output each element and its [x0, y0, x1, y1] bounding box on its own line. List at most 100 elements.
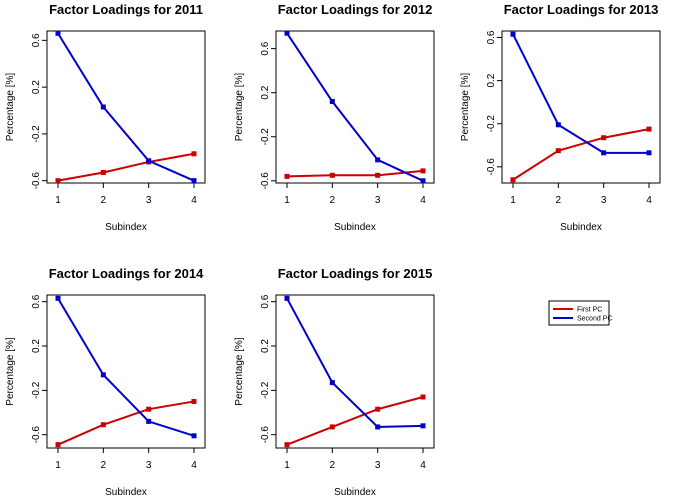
y-tick-label: 0.6 — [486, 30, 497, 44]
x-tick-label: 3 — [375, 460, 381, 471]
x-axis-label: Subindex — [105, 487, 147, 498]
data-point-first-pc — [329, 172, 335, 178]
legend: First PC Second PC — [548, 300, 612, 326]
y-axis-label: Percentage [%] — [234, 337, 245, 406]
data-point-first-pc — [191, 151, 197, 157]
data-point-first-pc — [555, 148, 561, 154]
x-tick-label: 4 — [191, 195, 197, 206]
plot-frame — [275, 294, 435, 449]
plot-frame — [46, 294, 206, 449]
plot-frame — [46, 30, 206, 184]
x-tick-label: 4 — [646, 195, 652, 206]
chart-panel-3: Factor Loadings for 2013 1 2 3 4 -0.6 -0.2 0.2 0… — [460, 2, 661, 233]
x-tick-label: 3 — [146, 195, 152, 206]
x-tick-label: 3 — [601, 195, 607, 206]
y-tick-label: 0.6 — [31, 294, 42, 308]
data-point-second-pc — [601, 150, 607, 156]
data-point-second-pc — [555, 122, 561, 128]
legend-label: First PC — [577, 307, 602, 314]
data-point-second-pc — [55, 30, 61, 36]
y-tick-label: 0.2 — [260, 85, 271, 99]
data-point-first-pc — [601, 135, 607, 141]
chart-title: Factor Loadings for 2014 — [49, 266, 204, 281]
data-point-first-pc — [420, 394, 426, 400]
data-point-second-pc — [191, 433, 197, 439]
y-tick-label: 0.2 — [486, 73, 497, 87]
chart-panel-4: Factor Loadings for 2014 1 2 3 4 -0.6 -0.2 0.2 0… — [5, 266, 206, 498]
y-tick-label: 0.6 — [31, 33, 42, 47]
x-tick-label: 1 — [55, 460, 61, 471]
chart-title: Factor Loadings for 2013 — [504, 2, 659, 17]
x-tick-label: 2 — [330, 460, 336, 471]
data-point-second-pc — [646, 150, 652, 156]
legend-label: Second PC — [577, 316, 612, 323]
data-point-first-pc — [510, 177, 516, 183]
data-point-first-pc — [100, 422, 106, 428]
y-tick-label: 0.2 — [260, 339, 271, 353]
x-tick-label: 4 — [191, 460, 197, 471]
y-tick-label: 0.6 — [260, 41, 271, 55]
data-point-first-pc — [191, 398, 197, 404]
data-point-second-pc — [284, 295, 290, 301]
y-axis-label: Percentage [%] — [460, 73, 471, 142]
x-tick-label: 4 — [420, 460, 426, 471]
data-point-second-pc — [375, 424, 381, 430]
data-point-first-pc — [284, 442, 290, 448]
x-axis-label: Subindex — [334, 222, 376, 233]
x-tick-label: 3 — [146, 460, 152, 471]
plot-frame — [275, 30, 435, 184]
data-point-second-pc — [420, 178, 426, 184]
y-tick-label: -0.6 — [31, 426, 42, 444]
legend-box — [548, 300, 610, 326]
data-point-first-pc — [375, 172, 381, 178]
x-axis-label: Subindex — [105, 222, 147, 233]
x-axis-label: Subindex — [560, 222, 602, 233]
data-point-second-pc — [420, 423, 426, 429]
series-line-first-pc — [57, 400, 195, 446]
series-line-first-pc — [286, 169, 424, 178]
data-point-first-pc — [329, 424, 335, 430]
data-point-second-pc — [100, 372, 106, 378]
data-point-first-pc — [55, 178, 61, 184]
data-point-first-pc — [55, 442, 61, 448]
x-tick-label: 1 — [284, 460, 290, 471]
data-point-first-pc — [420, 168, 426, 174]
series-line-first-pc — [512, 128, 650, 181]
series-line-second-pc — [286, 32, 424, 182]
chart-panel-1: Factor Loadings for 2011 1 2 3 4 -0.6 -0.2 0.2 0… — [5, 2, 206, 233]
series-line-second-pc — [286, 297, 424, 428]
y-tick-label: -0.2 — [260, 128, 271, 146]
y-tick-label: 0.2 — [31, 339, 42, 353]
data-point-first-pc — [146, 406, 152, 412]
y-tick-label: -0.2 — [31, 125, 42, 143]
data-point-first-pc — [375, 406, 381, 412]
x-tick-label: 2 — [101, 195, 107, 206]
data-point-first-pc — [100, 169, 106, 175]
y-axis-label: Percentage [%] — [234, 73, 245, 142]
chart-title: Factor Loadings for 2015 — [278, 266, 433, 281]
y-axis-label: Percentage [%] — [5, 73, 16, 142]
data-point-second-pc — [329, 98, 335, 104]
series-line-second-pc — [57, 32, 195, 182]
data-point-second-pc — [284, 30, 290, 36]
data-point-second-pc — [100, 104, 106, 110]
data-point-first-pc — [646, 126, 652, 132]
data-point-second-pc — [146, 418, 152, 424]
y-tick-label: -0.6 — [260, 426, 271, 444]
y-tick-label: -0.6 — [260, 172, 271, 190]
chart-title: Factor Loadings for 2011 — [49, 2, 203, 17]
y-tick-label: -0.6 — [486, 158, 497, 176]
series-line-second-pc — [57, 297, 195, 437]
data-point-second-pc — [146, 158, 152, 164]
x-tick-label: 1 — [284, 195, 290, 206]
y-tick-label: -0.2 — [260, 381, 271, 399]
y-tick-label: 0.2 — [31, 80, 42, 94]
plot-frame — [501, 30, 661, 184]
x-tick-label: 4 — [420, 195, 426, 206]
y-axis-label: Percentage [%] — [5, 337, 16, 406]
x-tick-label: 2 — [556, 195, 562, 206]
data-point-second-pc — [55, 295, 61, 301]
series-line-first-pc — [57, 152, 195, 182]
x-tick-label: 1 — [510, 195, 516, 206]
